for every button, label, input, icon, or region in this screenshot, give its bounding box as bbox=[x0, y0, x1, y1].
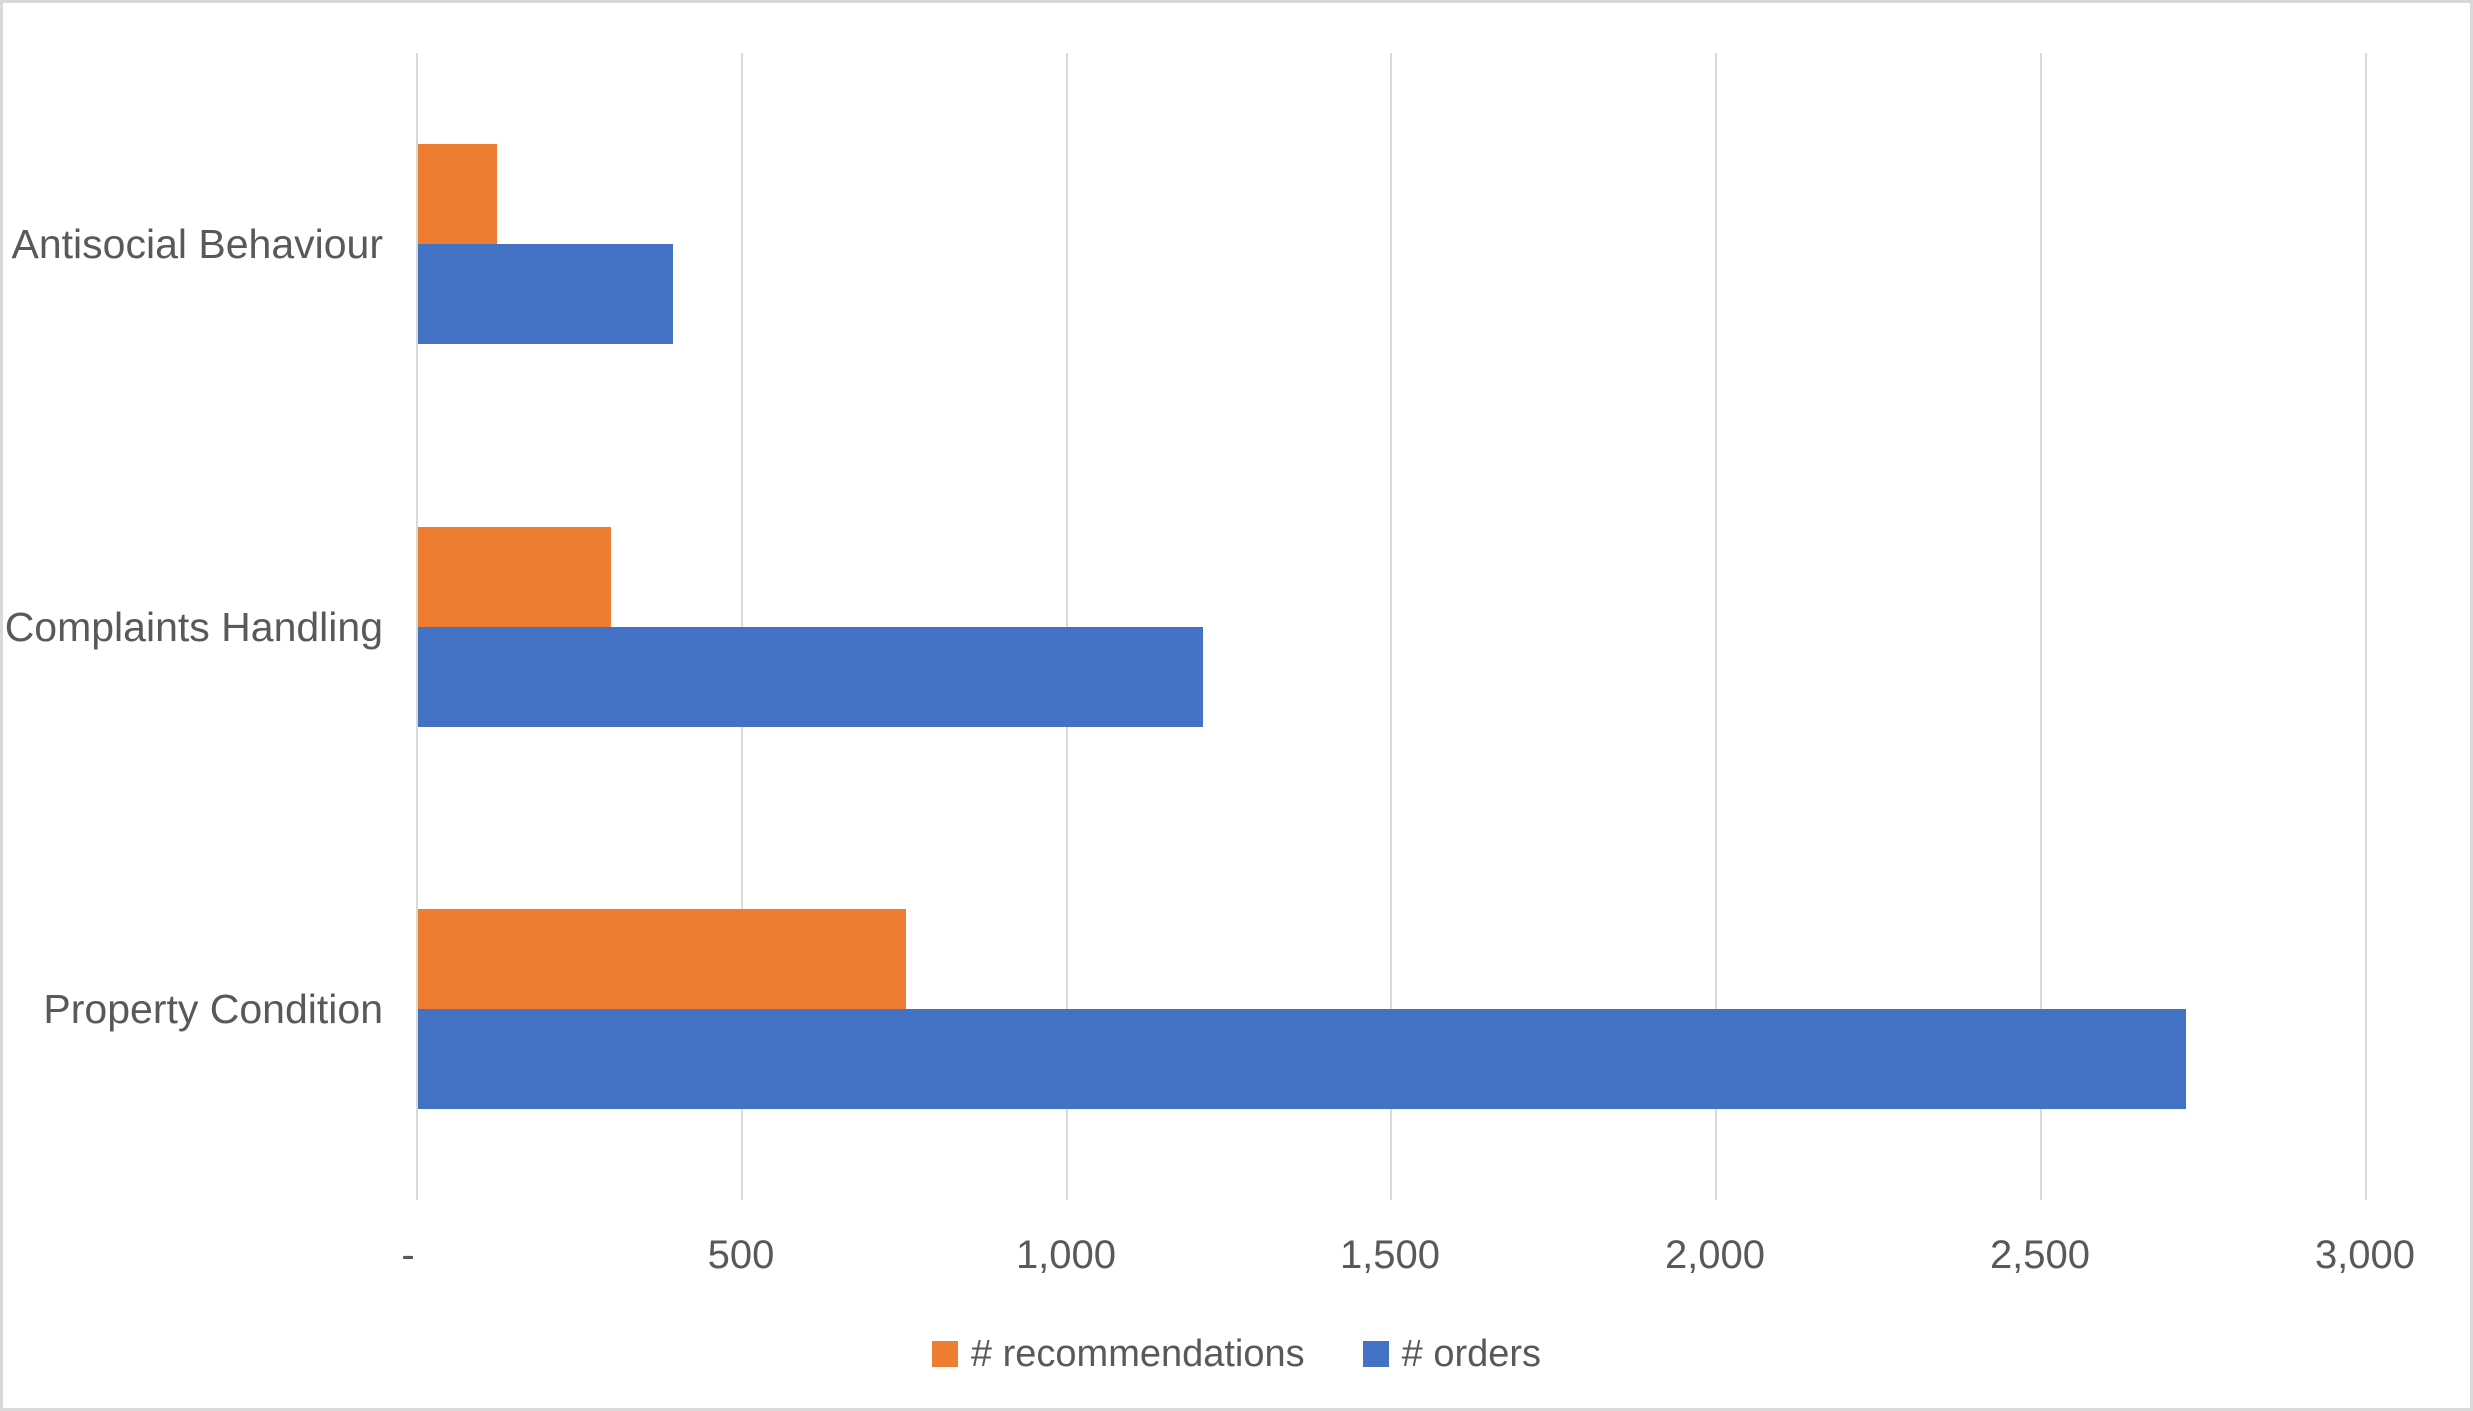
bar-recommendations bbox=[418, 526, 611, 627]
value-tick-label: 1,500 bbox=[1339, 1233, 1441, 1277]
legend: # recommendations # orders bbox=[3, 1335, 2470, 1373]
bar-recommendations bbox=[418, 908, 906, 1009]
value-tick-label: 500 bbox=[707, 1233, 775, 1277]
value-tick-label: 2,000 bbox=[1664, 1233, 1766, 1277]
bar-orders bbox=[418, 244, 673, 345]
category-label: Antisocial Behaviour bbox=[11, 221, 383, 267]
gridline bbox=[2364, 53, 2367, 1200]
value-tick-label: 2,500 bbox=[1989, 1233, 2091, 1277]
category-label: Property Condition bbox=[43, 986, 383, 1032]
bar-orders bbox=[418, 1008, 2186, 1109]
legend-label: # orders bbox=[1401, 1333, 1542, 1375]
legend-item: # orders bbox=[1362, 1333, 1542, 1375]
gridline bbox=[416, 53, 418, 1200]
legend-item: # recommendations bbox=[931, 1333, 1305, 1375]
bar-orders bbox=[418, 626, 1203, 727]
value-tick-label: 1,000 bbox=[1015, 1233, 1117, 1277]
gridline bbox=[1715, 53, 1718, 1200]
plot-area: Antisocial Behaviour Complaints Handling P… bbox=[3, 3, 2470, 1408]
legend-swatch-icon bbox=[931, 1341, 958, 1367]
legend-swatch-icon bbox=[1362, 1341, 1389, 1367]
value-tick-label: - bbox=[401, 1233, 415, 1277]
legend-label: # recommendations bbox=[970, 1333, 1305, 1375]
category-label: Complaints Handling bbox=[4, 604, 383, 650]
value-tick-label: 3,000 bbox=[2314, 1233, 2416, 1277]
gridline bbox=[1390, 53, 1393, 1200]
bar-recommendations bbox=[418, 144, 497, 245]
gridline bbox=[2040, 53, 2042, 1200]
